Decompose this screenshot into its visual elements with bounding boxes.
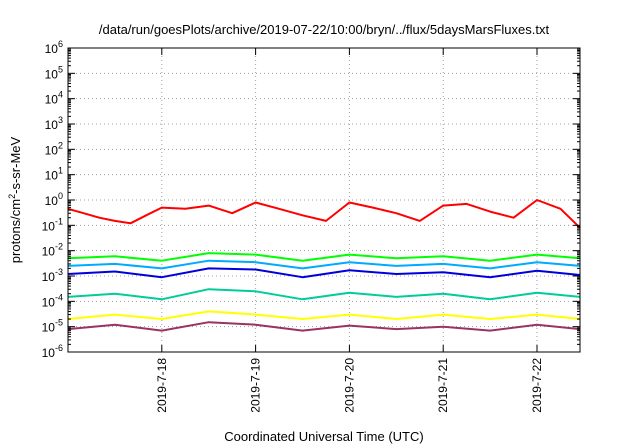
y-tick-label: 102 [45,140,63,157]
y-tick-label: 10-3 [42,267,63,284]
x-tick-label: 2019-7-19 [249,358,263,413]
y-axis-label: protons/cm2-s-sr-MeV [7,136,23,263]
chart-title: /data/run/goesPlots/archive/2019-07-22/1… [99,22,550,37]
x-tick-label: 2019-7-20 [342,358,356,413]
x-axis-label: Coordinated Universal Time (UTC) [224,429,423,444]
y-tick-label: 104 [45,90,63,107]
series-line [67,252,581,262]
y-tick-label: 103 [45,115,63,132]
series-line [67,321,581,332]
x-tick-label: 2019-7-18 [155,358,169,413]
y-tick-label: 10-2 [42,242,63,259]
y-tick-label: 101 [45,166,63,183]
series-line [67,288,581,301]
x-tick-label: 2019-7-22 [530,358,544,413]
y-tick-label: 100 [45,191,63,208]
y-tick-label: 10-6 [42,343,63,360]
y-tick-label: 106 [45,39,63,56]
y-tick-label: 10-4 [42,292,63,309]
y-axis: 106 105 104 103 102 101 100 10-1 10-2 10-3 10-4 10-… [42,39,580,360]
x-axis: 2019-7-18 2019-7-19 2019-7-20 2019-7-21 2019… [155,48,544,413]
y-tick-label: 105 [45,64,63,81]
series-line [67,259,581,270]
y-tick-label: 10-1 [42,216,63,233]
series-group [67,199,581,332]
y-tick-label: 10-5 [42,318,63,335]
series-line [67,199,581,229]
grid [68,48,580,352]
series-line [67,267,581,279]
x-tick-label: 2019-7-21 [436,358,450,413]
series-line [67,310,581,320]
